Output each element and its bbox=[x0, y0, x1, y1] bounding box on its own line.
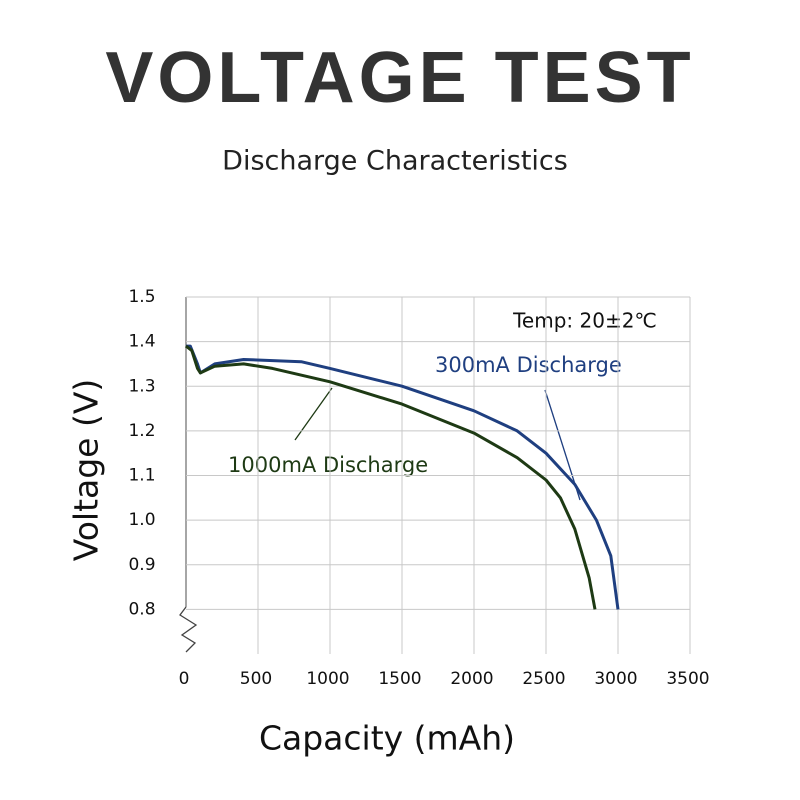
y-tick-label: 0.9 bbox=[128, 555, 155, 575]
y-tick-label: 1.2 bbox=[128, 421, 155, 441]
x-tick-label: 3500 bbox=[666, 669, 709, 689]
temperature-note: Temp: 20±2℃ bbox=[512, 309, 657, 333]
y-tick-label: 1.0 bbox=[128, 510, 155, 530]
y-tick-label: 1.5 bbox=[128, 287, 155, 307]
x-tick-label: 1000 bbox=[306, 669, 349, 689]
data-line bbox=[185, 344, 597, 610]
y-axis-label: Voltage (V) bbox=[67, 379, 106, 562]
axis-break bbox=[179, 606, 198, 653]
x-tick-label: 500 bbox=[240, 669, 272, 689]
x-axis-label: Capacity (mAh) bbox=[259, 719, 515, 758]
series-label: 300mA Discharge bbox=[435, 353, 622, 377]
x-tick-label: 2500 bbox=[522, 669, 565, 689]
y-tick-label: 0.8 bbox=[128, 599, 155, 619]
x-tick-label: 2000 bbox=[450, 669, 493, 689]
y-tick-label: 1.3 bbox=[128, 376, 155, 396]
x-tick-label: 3000 bbox=[594, 669, 637, 689]
leader-line bbox=[294, 387, 333, 441]
series-label: 1000mA Discharge bbox=[228, 453, 428, 477]
x-tick-label: 0 bbox=[179, 669, 190, 689]
y-tick-label: 1.1 bbox=[128, 466, 155, 486]
y-tick-label: 1.4 bbox=[128, 332, 155, 352]
x-tick-label: 1500 bbox=[378, 669, 421, 689]
chart-title: VOLTAGE TEST bbox=[105, 38, 694, 118]
chart-subtitle: Discharge Characteristics bbox=[222, 146, 568, 177]
